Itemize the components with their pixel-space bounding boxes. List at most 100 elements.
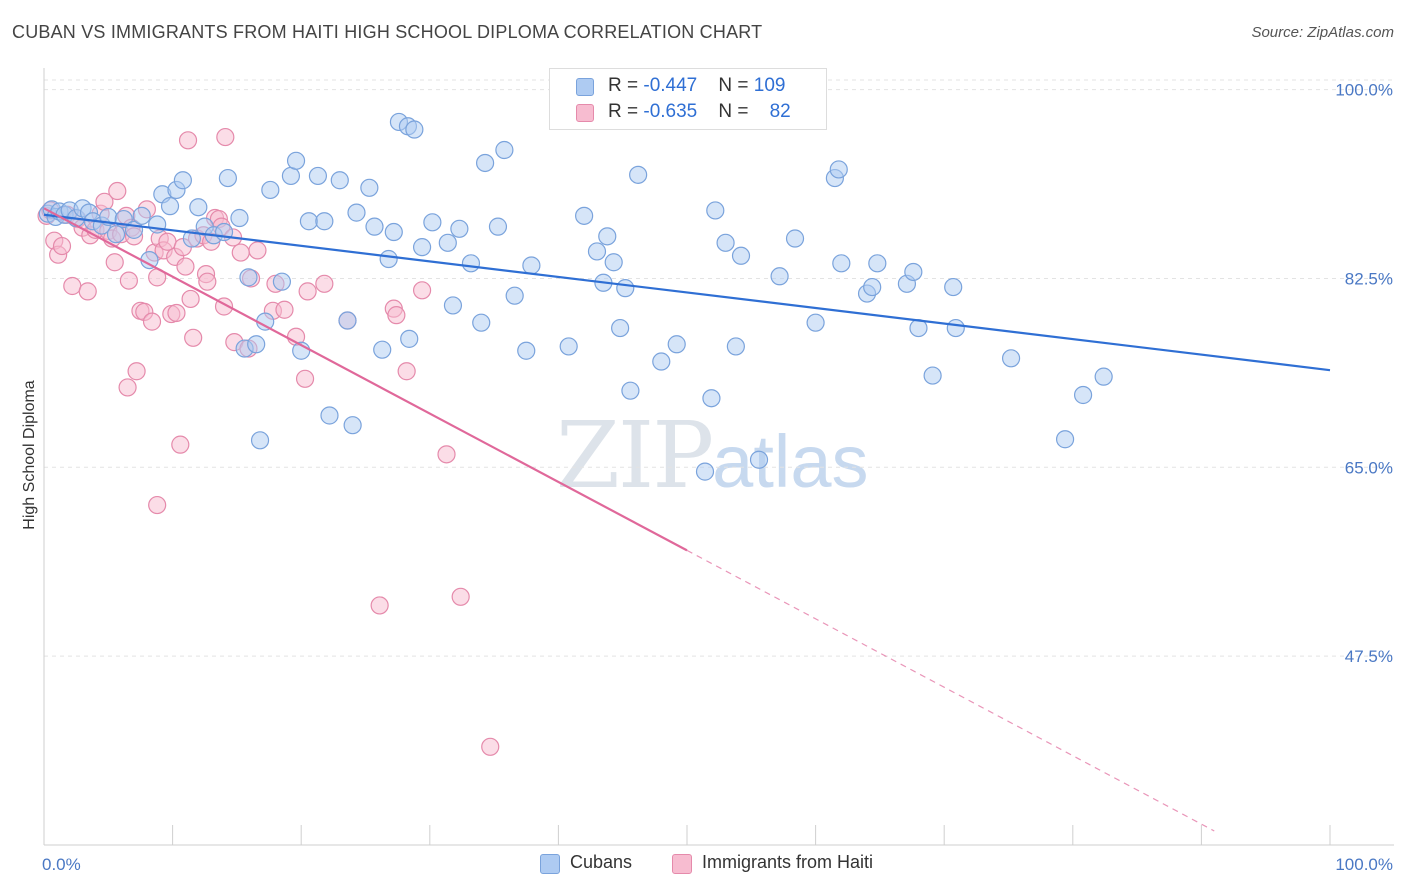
cubans-point: [863, 277, 882, 297]
haiti-point: [184, 328, 203, 347]
cubans-point: [450, 219, 469, 238]
cubans-point: [1055, 430, 1075, 449]
cubans-point: [706, 201, 725, 220]
cubans-point: [218, 168, 237, 188]
haiti-point: [397, 362, 416, 381]
cubans-point: [749, 450, 769, 469]
cubans-point: [495, 140, 514, 160]
cubans-point: [517, 341, 536, 360]
haiti-point: [181, 289, 200, 309]
haiti-point: [108, 181, 127, 201]
cubans-point: [365, 217, 384, 236]
haiti-point: [216, 127, 235, 147]
x-tick-label: 0.0%: [42, 855, 81, 874]
haiti-point: [295, 369, 315, 388]
haiti-point: [370, 596, 389, 615]
watermark-zip: ZIP: [556, 402, 714, 509]
cubans-point: [443, 296, 463, 315]
haiti-trend-line: [43, 207, 688, 552]
cubans-point: [438, 233, 457, 252]
cubans-point: [587, 242, 607, 261]
cubans-point: [308, 166, 328, 186]
y-tick-label: 82.5%: [1345, 269, 1393, 288]
cubans-point: [522, 256, 541, 275]
n-value: 82: [769, 101, 791, 122]
legend-text-cubans: R = -0.447 N = 109: [608, 75, 785, 97]
n-value: 109: [753, 75, 786, 96]
cubans-point: [189, 198, 208, 217]
cubans-point: [904, 262, 923, 282]
haiti-point: [158, 232, 177, 251]
watermark-atlas: atlas: [712, 420, 869, 503]
chart-title: CUBAN VS IMMIGRANTS FROM HAITI HIGH SCHO…: [12, 22, 763, 42]
haiti-point: [178, 131, 198, 150]
cubans-point: [286, 151, 306, 170]
haiti-point: [481, 737, 500, 756]
cubans-point: [315, 212, 334, 231]
haiti-point: [298, 282, 317, 301]
cubans-point: [281, 166, 301, 186]
haiti-point: [127, 362, 146, 381]
cubans-point: [731, 246, 751, 265]
haiti-point: [63, 276, 82, 296]
cubans-point: [598, 227, 617, 246]
legend-label-cubans: Cubans: [570, 852, 633, 872]
cubans-point: [716, 233, 735, 252]
haiti-point: [118, 378, 137, 397]
cubans-point: [343, 416, 362, 435]
cubans-point: [726, 337, 745, 356]
r-label: R =: [608, 101, 644, 122]
haiti-point: [198, 272, 217, 291]
y-tick-label: 47.5%: [1345, 647, 1393, 666]
haiti-point: [248, 241, 267, 260]
haiti-point: [275, 300, 294, 319]
y-tick-label: 100.0%: [1335, 81, 1393, 100]
haiti-point: [148, 495, 167, 515]
cubans-point: [230, 208, 249, 228]
n-label: N =: [718, 101, 754, 122]
haiti-point: [78, 282, 97, 301]
haiti-point: [52, 236, 72, 256]
cubans-point: [261, 180, 280, 200]
cubans-point: [360, 178, 379, 197]
cubans-point: [299, 212, 319, 231]
cubans-point: [106, 225, 126, 244]
cubans-legend-swatch: [540, 854, 560, 874]
cubans-point: [832, 254, 851, 273]
cubans-point: [472, 313, 491, 332]
series-legend: Cubans Immigrants from Haiti: [0, 852, 1406, 876]
haiti-point: [171, 435, 190, 454]
cubans-point: [868, 254, 887, 273]
cubans-point: [1094, 367, 1113, 386]
cubans-trend-line: [43, 213, 1331, 372]
haiti-point: [105, 253, 124, 272]
cubans-point: [1073, 385, 1093, 405]
haiti-legend-swatch: [672, 854, 692, 874]
cubans-point: [412, 238, 432, 257]
cubans-point: [770, 267, 789, 286]
r-label: R =: [608, 75, 644, 96]
x-tick-label: 100.0%: [1335, 855, 1393, 874]
cubans-point: [629, 165, 648, 184]
cubans-point: [272, 272, 292, 291]
cubans-point: [330, 171, 349, 190]
haiti-point: [176, 257, 195, 276]
cubans-point: [160, 197, 180, 216]
cubans-point: [400, 329, 419, 348]
cubans-point: [667, 335, 686, 354]
cubans-point: [379, 249, 398, 269]
haiti-trend-extension: [686, 549, 1215, 832]
cubans-point: [373, 340, 392, 359]
correlation-legend: R = -0.447 N = 109 R = -0.635 N = 82: [549, 68, 827, 130]
cubans-point: [621, 381, 640, 400]
cubans-point: [320, 406, 339, 425]
cubans-point: [559, 337, 578, 356]
haiti-point: [142, 312, 162, 331]
legend-label-haiti: Immigrants from Haiti: [702, 852, 874, 872]
n-label: N =: [718, 75, 754, 96]
cubans-swatch: [576, 78, 594, 96]
watermark: ZIPatlas: [556, 402, 868, 509]
source-label: Source: ZipAtlas.com: [1251, 24, 1394, 41]
haiti-point: [412, 281, 432, 300]
